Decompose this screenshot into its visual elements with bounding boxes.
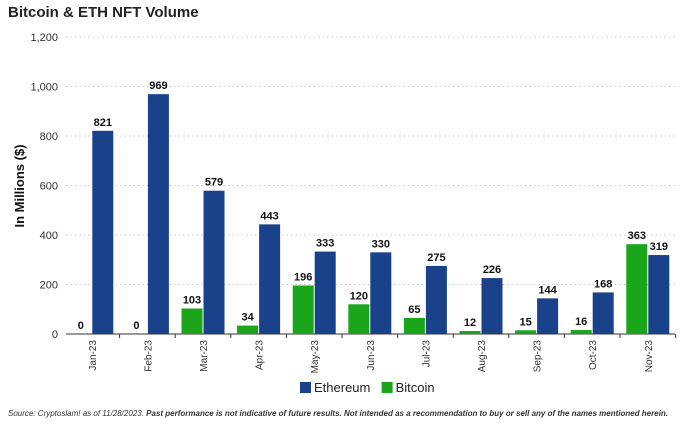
y-tick-label: 800 bbox=[40, 131, 58, 143]
legend-swatch-ethereum bbox=[300, 382, 311, 393]
bar-ethereum bbox=[147, 94, 169, 334]
data-label-bitcoin: 120 bbox=[350, 290, 368, 302]
bar-bitcoin bbox=[515, 330, 537, 334]
y-tick-label: 1,200 bbox=[30, 32, 58, 44]
bar-ethereum bbox=[592, 292, 614, 334]
data-label-bitcoin: 12 bbox=[464, 317, 476, 329]
data-label-bitcoin: 0 bbox=[78, 320, 84, 332]
y-tick-label: 400 bbox=[40, 230, 58, 242]
legend-label-bitcoin: Bitcoin bbox=[396, 380, 435, 395]
data-label-bitcoin: 103 bbox=[183, 295, 201, 307]
bar-bitcoin bbox=[348, 304, 370, 334]
bar-ethereum bbox=[314, 251, 336, 334]
bar-ethereum bbox=[648, 255, 670, 334]
bar-bitcoin bbox=[237, 325, 259, 334]
data-label-bitcoin: 16 bbox=[575, 316, 587, 328]
x-tick-label: Oct-23 bbox=[588, 340, 599, 370]
x-tick-label: Sep-23 bbox=[533, 340, 544, 373]
chart-title: Bitcoin & ETH NFT Volume bbox=[8, 4, 199, 21]
y-tick-label: 200 bbox=[40, 280, 58, 292]
legend-swatch-bitcoin bbox=[381, 382, 393, 393]
data-label-bitcoin: 363 bbox=[628, 230, 646, 242]
data-label-bitcoin: 65 bbox=[408, 304, 420, 316]
data-label-bitcoin: 34 bbox=[241, 312, 254, 324]
bar-ethereum bbox=[481, 278, 503, 334]
y-axis-title: In Millions ($) bbox=[12, 144, 27, 227]
data-label-ethereum: 275 bbox=[427, 252, 445, 264]
data-label-ethereum: 333 bbox=[316, 238, 334, 250]
data-label-ethereum: 226 bbox=[483, 264, 501, 276]
x-tick-label: Mar-23 bbox=[199, 340, 210, 372]
data-label-ethereum: 319 bbox=[650, 241, 668, 253]
x-tick-label: Jan-23 bbox=[88, 340, 99, 371]
data-label-ethereum: 821 bbox=[94, 117, 112, 129]
x-tick-label: Feb-23 bbox=[143, 340, 154, 372]
source-note: Source: Cryptoslam! as of 11/28/2023. Pa… bbox=[8, 409, 668, 418]
y-tick-label: 600 bbox=[40, 181, 58, 193]
data-label-ethereum: 330 bbox=[372, 238, 390, 250]
x-tick-label: May-23 bbox=[310, 340, 321, 374]
bar-bitcoin bbox=[181, 308, 203, 334]
bar-bitcoin bbox=[292, 285, 314, 334]
bar-ethereum bbox=[537, 298, 559, 334]
data-label-bitcoin: 196 bbox=[294, 271, 312, 283]
data-label-bitcoin: 15 bbox=[519, 316, 531, 328]
bar-ethereum bbox=[425, 265, 447, 334]
source-note-disclaimer: Past performance is not indicative of fu… bbox=[146, 409, 669, 418]
data-label-ethereum: 579 bbox=[205, 177, 223, 189]
y-tick-label: 1,000 bbox=[30, 82, 58, 94]
bar-ethereum bbox=[92, 130, 114, 334]
bar-ethereum bbox=[203, 190, 225, 334]
legend-label-ethereum: Ethereum bbox=[314, 380, 370, 395]
x-tick-label: Apr-23 bbox=[255, 340, 266, 370]
x-tick-label: Jul-23 bbox=[421, 340, 432, 368]
bar-bitcoin bbox=[570, 330, 592, 334]
data-label-ethereum: 144 bbox=[538, 284, 557, 296]
source-note-prefix: Source: Cryptoslam! as of 11/28/2023. bbox=[8, 409, 147, 418]
data-label-ethereum: 168 bbox=[594, 278, 612, 290]
y-tick-label: 0 bbox=[52, 329, 58, 341]
data-label-ethereum: 969 bbox=[149, 80, 167, 92]
x-tick-label: Nov-23 bbox=[644, 340, 655, 373]
bar-ethereum bbox=[370, 252, 392, 334]
x-tick-label: Aug-23 bbox=[477, 340, 488, 373]
bar-ethereum bbox=[259, 224, 281, 334]
bar-bitcoin bbox=[403, 317, 425, 334]
data-label-ethereum: 443 bbox=[260, 210, 278, 222]
bar-bitcoin bbox=[626, 244, 648, 334]
x-tick-label: Jun-23 bbox=[366, 340, 377, 371]
data-label-bitcoin: 0 bbox=[133, 320, 139, 332]
bar-bitcoin bbox=[459, 331, 481, 334]
